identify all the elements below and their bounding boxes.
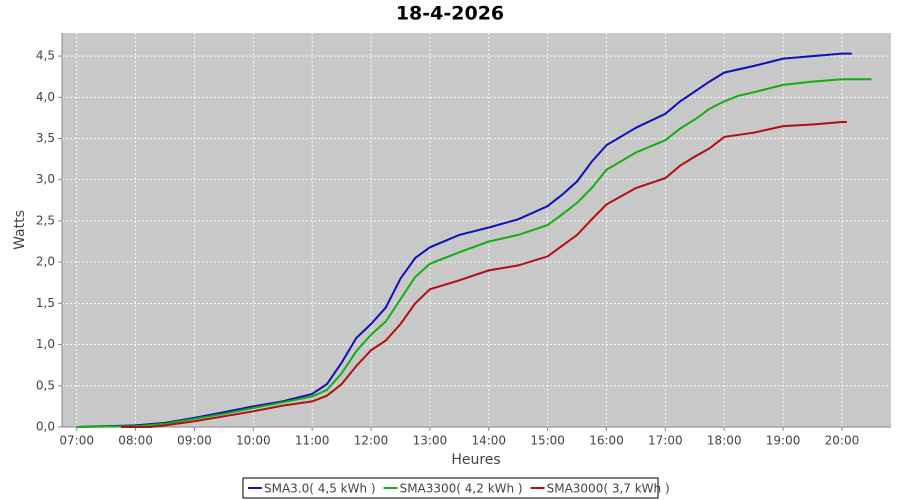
chart-title: 18-4-2026 xyxy=(396,3,504,25)
series-line xyxy=(76,52,852,428)
x-tick-label: 14:00 xyxy=(471,434,506,448)
x-tick-label: 12:00 xyxy=(354,434,389,448)
x-tick-label: 16:00 xyxy=(589,434,624,448)
y-tick-label: 0,0 xyxy=(36,420,55,434)
y-tick-label: 4,5 xyxy=(36,49,55,63)
x-tick-label: 19:00 xyxy=(766,434,801,448)
x-tick-label: 07:00 xyxy=(59,434,94,448)
y-tick-label: 1,5 xyxy=(36,296,55,310)
x-tick-label: 18:00 xyxy=(707,434,742,448)
y-tick-label: 0,5 xyxy=(36,378,55,392)
y-tick-label: 1,0 xyxy=(36,337,55,351)
y-tick-label: 3,0 xyxy=(36,172,55,186)
x-tick-label: 09:00 xyxy=(177,434,212,448)
x-tick-label: 11:00 xyxy=(295,434,330,448)
x-tick-label: 08:00 xyxy=(118,434,153,448)
legend-label: SMA3300( 4,2 kWh ) xyxy=(400,482,523,496)
y-tick-label: 4,0 xyxy=(36,90,55,104)
y-axis-label: Watts xyxy=(12,210,28,250)
x-tick-label: 10:00 xyxy=(236,434,271,448)
x-tick-label: 15:00 xyxy=(530,434,565,448)
x-tick-label: 17:00 xyxy=(648,434,683,448)
legend-label: SMA3000( 3,7 kWh ) xyxy=(547,482,670,496)
x-tick-label: 20:00 xyxy=(825,434,860,448)
y-tick-label: 3,5 xyxy=(36,131,55,145)
series-line xyxy=(76,78,872,428)
y-tick-label: 2,5 xyxy=(36,213,55,227)
x-axis-label: Heures xyxy=(451,452,500,468)
x-tick-label: 13:00 xyxy=(413,434,448,448)
legend-label: SMA3.0( 4,5 kWh ) xyxy=(264,482,376,496)
legend-box xyxy=(242,477,659,499)
y-tick-label: 2,0 xyxy=(36,255,55,269)
series-line xyxy=(120,121,847,428)
